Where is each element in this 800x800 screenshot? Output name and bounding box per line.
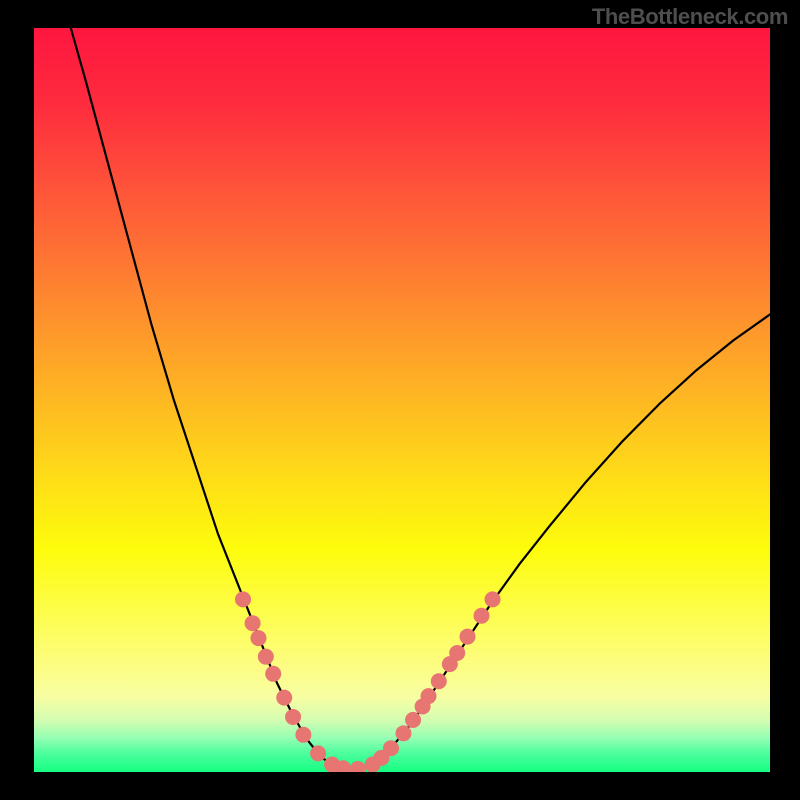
marker-dot [285, 709, 301, 725]
marker-dot [350, 761, 366, 772]
marker-dot [310, 745, 326, 761]
marker-dot [473, 608, 489, 624]
marker-dot [235, 591, 251, 607]
marker-group [235, 591, 501, 772]
marker-dot [295, 727, 311, 743]
marker-dot [405, 712, 421, 728]
marker-dot [395, 725, 411, 741]
marker-dot [485, 591, 501, 607]
plot-area [34, 28, 770, 772]
chart-svg [34, 28, 770, 772]
marker-dot [431, 673, 447, 689]
marker-dot [265, 666, 281, 682]
marker-dot [258, 649, 274, 665]
marker-dot [449, 645, 465, 661]
watermark-text: TheBottleneck.com [592, 4, 788, 30]
marker-dot [276, 690, 292, 706]
bottleneck-curve [71, 28, 770, 770]
marker-dot [460, 629, 476, 645]
marker-dot [250, 630, 266, 646]
marker-dot [420, 688, 436, 704]
plot-frame [34, 28, 770, 772]
marker-dot [245, 615, 261, 631]
marker-dot [383, 740, 399, 756]
